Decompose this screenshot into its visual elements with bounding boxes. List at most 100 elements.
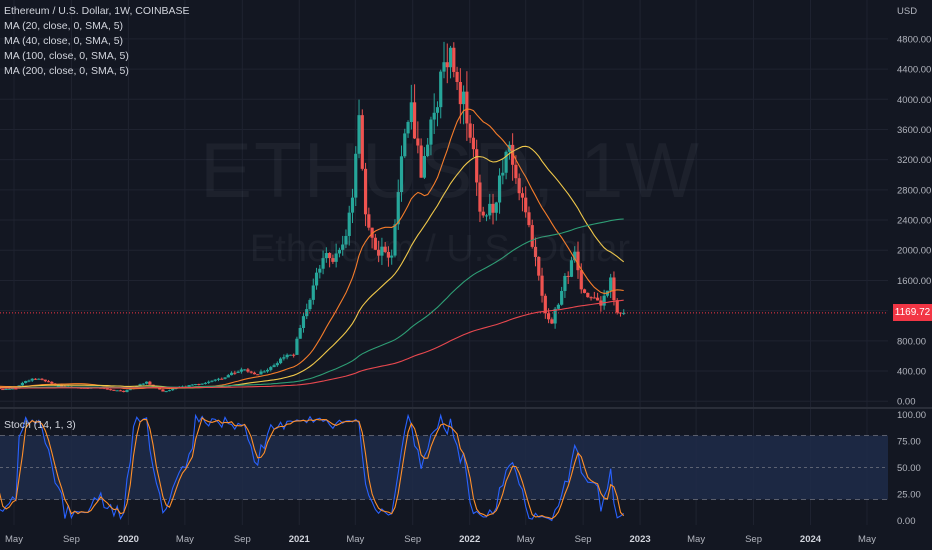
- indicator-ma200[interactable]: MA (200, close, 0, SMA, 5): [4, 65, 129, 77]
- candle-body: [278, 358, 283, 364]
- candle-body: [141, 383, 145, 385]
- time-tick-label: 2024: [800, 534, 822, 545]
- candle-body: [527, 212, 531, 226]
- symbol-title[interactable]: Ethereum / U.S. Dollar, 1W, COINBASE: [4, 5, 190, 17]
- last-price-tag: 1169.72: [893, 304, 932, 322]
- candle-body: [252, 372, 257, 375]
- candle-body: [213, 379, 217, 381]
- time-tick-label: Sep: [575, 534, 592, 545]
- time-axis[interactable]: May Sep 2020 May Sep 2021 May Sep 2022 May Sep 2023…: [5, 534, 876, 545]
- candle-body: [458, 81, 462, 105]
- price-axis[interactable]: 0.00400.00800.001200.001600.002000.00240…: [897, 34, 931, 407]
- candle-body: [537, 256, 541, 276]
- time-tick-label: 2022: [459, 534, 480, 545]
- ma-line-40: [0, 145, 625, 389]
- candle-body: [370, 227, 374, 238]
- candle-body: [553, 308, 557, 324]
- candle-body: [30, 378, 34, 381]
- candle-body: [491, 203, 495, 213]
- candle-body: [350, 197, 355, 213]
- candle-body: [138, 384, 142, 386]
- stoch-tick-label: 75.00: [897, 436, 921, 447]
- candle-body: [435, 107, 440, 113]
- candle-body: [416, 138, 420, 146]
- moving-averages: [0, 108, 625, 390]
- candle-body: [396, 192, 400, 225]
- candle-body: [33, 378, 38, 380]
- candle-body: [550, 319, 554, 324]
- candle-body: [524, 197, 528, 213]
- stoch-axis[interactable]: 0.00 25.00 50.00 75.00 100.00: [897, 410, 926, 527]
- indicator-ma20[interactable]: MA (20, close, 0, SMA, 5): [4, 20, 124, 32]
- candle-body: [592, 297, 596, 299]
- candle-body: [144, 381, 149, 384]
- candle-body: [380, 246, 384, 256]
- candle-body: [298, 327, 302, 339]
- candle-body: [432, 112, 436, 120]
- price-tick-label: 4000.00: [897, 95, 931, 106]
- stoch-tick-label: 0.00: [897, 516, 916, 527]
- candle-body: [105, 388, 109, 390]
- price-tick-label: 800.00: [897, 336, 926, 347]
- candle-body: [60, 385, 64, 387]
- candle-body: [612, 277, 616, 301]
- candle-body: [618, 312, 623, 314]
- candle-body: [360, 115, 364, 169]
- candle-body: [128, 389, 132, 391]
- candle-body: [148, 381, 152, 385]
- candle-body: [265, 369, 270, 372]
- candle-body: [311, 285, 315, 300]
- time-tick-label: May: [858, 534, 876, 545]
- candle-body: [501, 172, 505, 176]
- candle-body: [471, 137, 476, 150]
- candle-body: [43, 379, 47, 382]
- candle-body: [448, 47, 453, 68]
- candle-body: [122, 390, 126, 392]
- price-tick-label: 1600.00: [897, 276, 931, 287]
- candle-body: [200, 383, 204, 385]
- time-tick-label: May: [687, 534, 705, 545]
- candle-body: [301, 316, 306, 328]
- candle-body: [318, 268, 322, 273]
- price-tick-label: 4800.00: [897, 34, 931, 45]
- candle-body: [164, 391, 168, 393]
- candle-body: [246, 369, 250, 372]
- candle-body: [494, 202, 498, 213]
- candle-body: [468, 123, 472, 138]
- candle-body: [383, 246, 387, 252]
- candle-body: [412, 102, 417, 139]
- watermark-description: Ethereum / U.S. Dollar: [249, 228, 631, 270]
- candle-body: [236, 371, 240, 373]
- candle-body: [7, 388, 11, 390]
- candle-body: [363, 168, 368, 215]
- price-tick-label: 3200.00: [897, 155, 931, 166]
- candle-body: [14, 388, 18, 390]
- candle-body: [203, 382, 208, 384]
- indicator-ma40[interactable]: MA (40, close, 0, SMA, 5): [4, 35, 124, 47]
- candle-body: [1, 389, 5, 391]
- candle-body: [321, 258, 325, 269]
- candle-body: [399, 156, 404, 193]
- stoch-tick-label: 50.00: [897, 463, 921, 474]
- time-tick-label: May: [176, 534, 194, 545]
- candle-body: [295, 338, 299, 355]
- candle-body: [158, 388, 162, 390]
- candle-body: [373, 237, 377, 250]
- candle-body: [171, 388, 175, 391]
- indicator-stoch[interactable]: Stoch (14, 1, 3): [4, 419, 76, 431]
- candle-body: [569, 260, 574, 277]
- candle-body: [409, 102, 413, 123]
- candle-body: [249, 371, 253, 373]
- ma-line-200: [0, 299, 624, 389]
- indicator-ma100[interactable]: MA (100, close, 0, SMA, 5): [4, 50, 129, 62]
- candle-body: [429, 119, 433, 145]
- price-tick-label: 0.00: [897, 397, 916, 408]
- price-tick-label: 2000.00: [897, 246, 931, 257]
- candle-body: [256, 374, 260, 376]
- candle-body: [190, 384, 194, 386]
- candle-body: [602, 295, 606, 306]
- candle-body: [207, 381, 211, 383]
- candle-body: [239, 369, 243, 372]
- time-tick-label: Sep: [63, 534, 80, 545]
